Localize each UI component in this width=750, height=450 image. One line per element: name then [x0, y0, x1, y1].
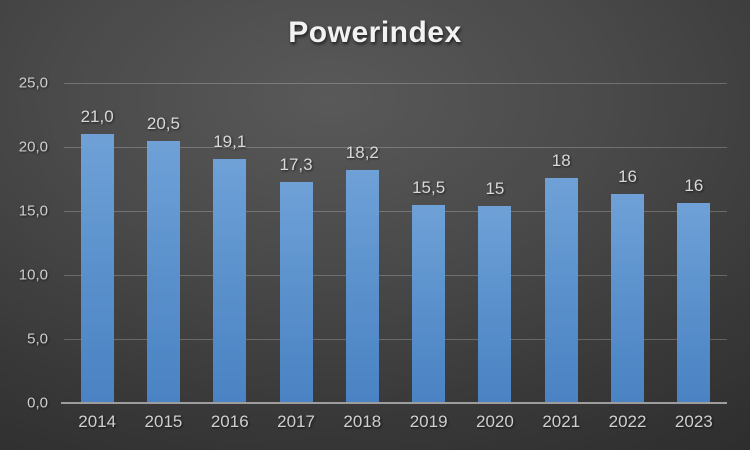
bar-2018 [345, 170, 379, 403]
x-axis-label: 2015 [144, 412, 183, 431]
bar-slot: 18,2 [329, 143, 395, 403]
bar-value-label: 17,3 [279, 154, 313, 174]
y-axis-tick-label: 20,0 [18, 138, 48, 156]
bar-slot: 17,3 [263, 155, 329, 403]
bar-2014 [80, 134, 114, 403]
bar-slot: 15,5 [395, 178, 461, 403]
gridline [64, 147, 727, 148]
y-axis-tick-label: 0,0 [27, 394, 48, 412]
bar-slot: 18 [528, 151, 594, 403]
y-axis-tick-label: 5,0 [27, 330, 48, 348]
x-axis-label: 2018 [343, 412, 382, 431]
bar-2017 [279, 181, 313, 403]
bar-value-label: 18 [551, 150, 571, 170]
x-axis-labels: 2014 2015 2016 2017 2018 2019 2020 2021 2022 2023 [64, 412, 727, 432]
x-axis-label: 2023 [674, 412, 713, 431]
x-axis-label: 2021 [542, 412, 581, 431]
x-axis-label: 2020 [476, 412, 514, 431]
bar-value-label: 15,5 [412, 177, 446, 197]
bar-value-label: 16 [618, 167, 637, 187]
x-axis-line [61, 402, 727, 404]
bar-value-label: 15 [485, 178, 505, 198]
x-axis-label: 2017 [277, 412, 315, 431]
gridline [64, 83, 727, 84]
y-axis-tick-label: 15,0 [18, 202, 48, 220]
bar-2023 [677, 203, 711, 403]
bar-value-label: 21,0 [80, 107, 114, 127]
bar-2019 [412, 204, 446, 403]
bar-2015 [146, 140, 180, 403]
bar-value-label: 20,5 [146, 113, 180, 133]
bar-2022 [611, 194, 645, 403]
bar-value-label: 18,2 [345, 143, 379, 163]
bar-slot: 20,5 [130, 114, 196, 403]
gridline [64, 275, 727, 276]
bar-slot: 16 [594, 167, 660, 403]
y-axis-tick-label: 10,0 [18, 266, 48, 284]
x-axis-label: 2019 [409, 412, 448, 431]
bar-2021 [544, 177, 578, 403]
bar-2016 [213, 158, 247, 403]
bar-slot: 15 [462, 179, 528, 403]
bar-2020 [478, 205, 512, 403]
gridline [64, 211, 727, 212]
bar-slot: 19,1 [197, 132, 263, 403]
gridline [64, 339, 727, 340]
bar-slot: 16 [661, 176, 727, 403]
x-axis-label: 2022 [608, 412, 647, 431]
x-axis-label: 2014 [78, 412, 117, 431]
bar-slot: 21,0 [64, 107, 130, 403]
y-axis-tick-label: 25,0 [18, 74, 48, 92]
bar-value-label: 16 [684, 176, 704, 196]
bar-value-label: 19,1 [213, 131, 247, 151]
plot-area: 21,0 20,5 19,1 17,3 18,2 15,5 15 18 16 16 [61, 83, 727, 404]
x-axis-label: 2016 [210, 412, 249, 431]
bars-container: 21,0 20,5 19,1 17,3 18,2 15,5 15 18 16 16 [64, 83, 727, 403]
chart-title: Powerindex [288, 16, 462, 49]
